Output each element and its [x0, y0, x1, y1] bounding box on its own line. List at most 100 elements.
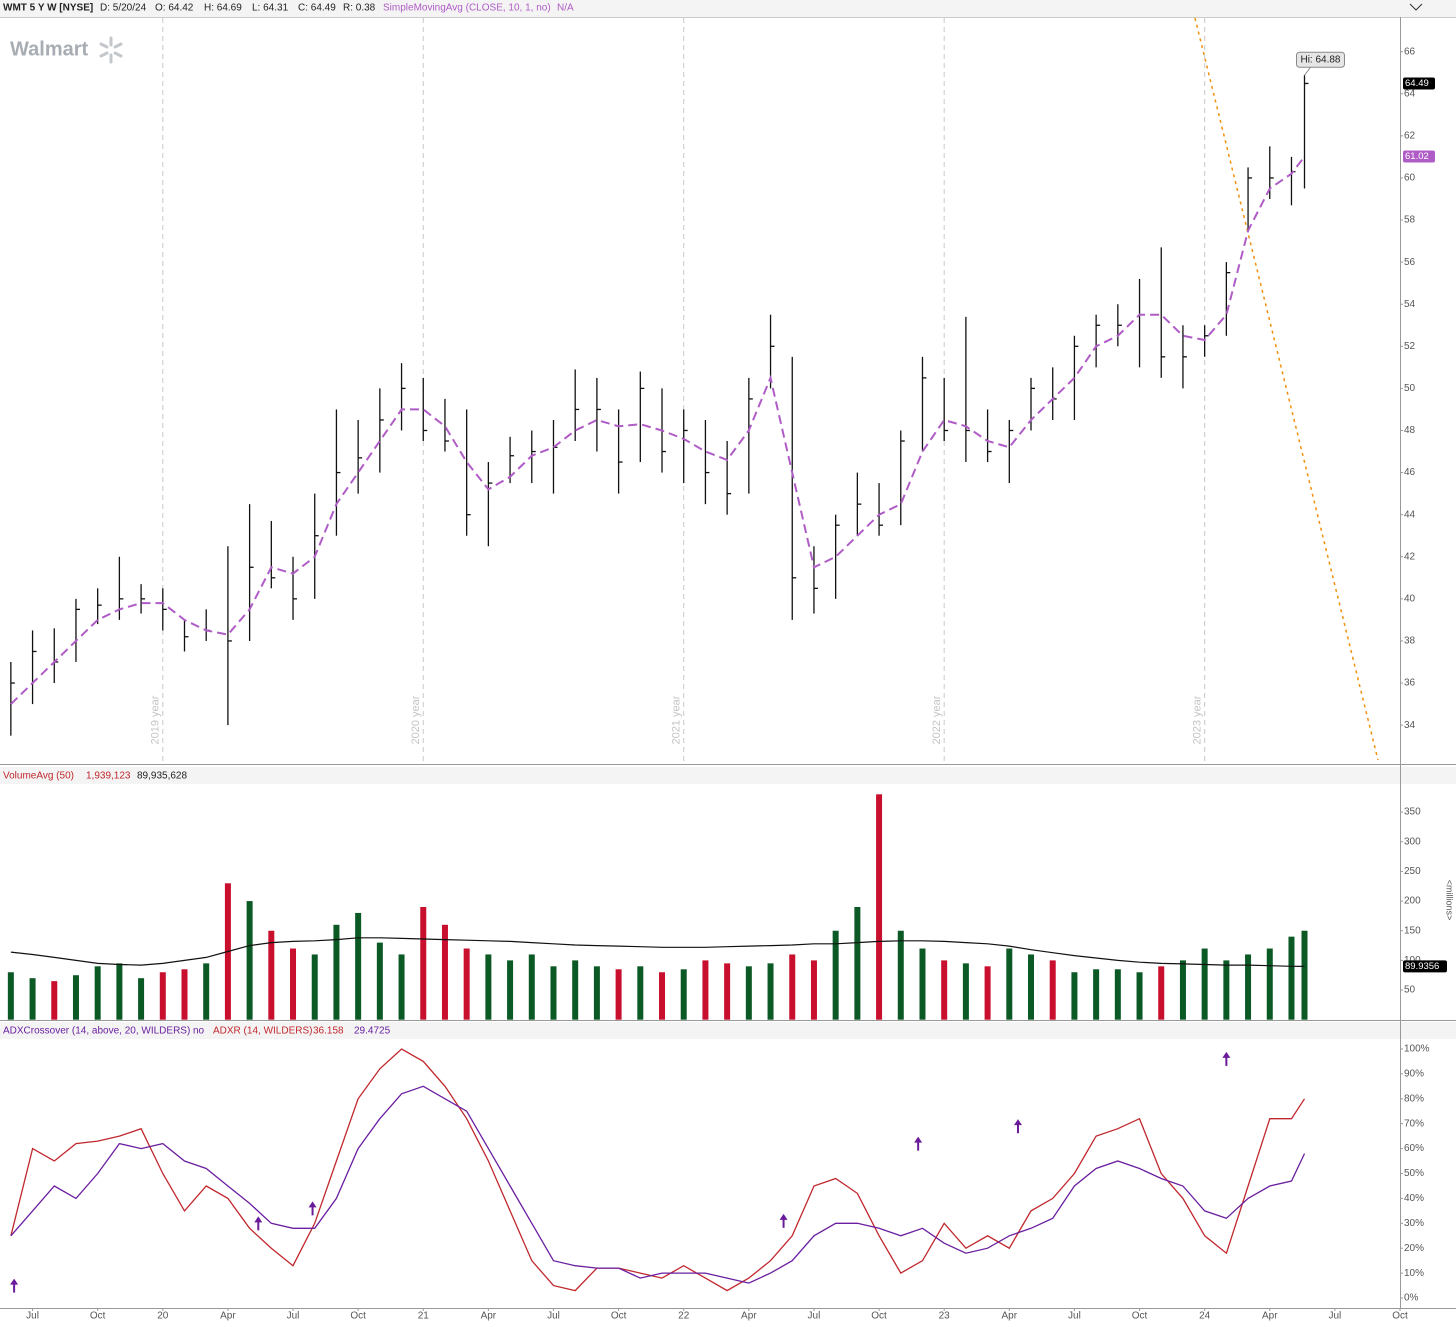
- y-tick-label: 0%: [1404, 1293, 1419, 1304]
- x-tick-label: Jul: [287, 1311, 300, 1322]
- y-tick-label: 50: [1404, 383, 1416, 394]
- y-tick-label: 200: [1404, 896, 1421, 907]
- x-tick-label: Oct: [611, 1311, 627, 1322]
- x-tick-label: Jul: [26, 1311, 39, 1322]
- y-tick-label: 56: [1404, 257, 1416, 268]
- volume-bar: [1114, 969, 1121, 1020]
- signal-head: [254, 1216, 263, 1223]
- x-tick-label: 21: [418, 1311, 430, 1322]
- volume-bar: [355, 912, 362, 1020]
- y-tick-label: 34: [1404, 720, 1416, 731]
- volume-bar: [398, 954, 405, 1020]
- volume-bar: [268, 930, 275, 1020]
- x-tick-label: Jul: [1068, 1311, 1081, 1322]
- volume-bar: [659, 972, 666, 1020]
- hi-label: Hi: 64.88: [1300, 54, 1340, 65]
- signal-arrow: [1222, 1051, 1231, 1066]
- volume-bar: [854, 907, 861, 1020]
- volume-bar: [615, 969, 622, 1020]
- study-value: no: [193, 1026, 205, 1037]
- y-tick-label: 20%: [1404, 1243, 1424, 1254]
- price-box: [1403, 77, 1435, 90]
- volume-bar: [724, 963, 731, 1020]
- value-box-label: 89.9356: [1405, 961, 1439, 972]
- y-tick-label: 80%: [1404, 1093, 1424, 1104]
- volume-bar: [441, 924, 448, 1020]
- volume-bar: [1223, 960, 1230, 1020]
- header-bar: [0, 1022, 1456, 1039]
- volume-bar: [897, 930, 904, 1020]
- y-tick-label: 350: [1404, 807, 1421, 818]
- x-tick-label: 20: [157, 1311, 169, 1322]
- volume-bar: [246, 901, 253, 1020]
- range: R: 0.38: [343, 3, 376, 14]
- year-label: 2020 year: [410, 695, 422, 744]
- volume-bar: [181, 969, 188, 1020]
- y-tick-label: 150: [1404, 925, 1421, 936]
- volume-bar: [1006, 948, 1013, 1020]
- value-box: [1403, 150, 1435, 163]
- y-tick-label: 70%: [1404, 1118, 1424, 1129]
- x-tick-label: Apr: [1002, 1311, 1018, 1322]
- signal-arrow: [914, 1136, 923, 1151]
- y-tick-label: 48: [1404, 425, 1416, 436]
- volume-bar: [1158, 966, 1165, 1020]
- volume-bar: [572, 960, 579, 1020]
- signal-arrow: [254, 1216, 263, 1231]
- volume-bar: [463, 948, 470, 1020]
- volume-bar: [376, 942, 383, 1020]
- volume-bar: [1201, 948, 1208, 1020]
- volume-bar: [680, 969, 687, 1020]
- volume-bar: [485, 954, 492, 1020]
- y-tick-label: 62: [1404, 130, 1416, 141]
- volume-bar: [203, 963, 210, 1020]
- y-tick-label: 100%: [1404, 1044, 1430, 1055]
- date: D: 5/20/24: [100, 3, 147, 14]
- y-tick-label: 90%: [1404, 1069, 1424, 1080]
- y-tick-label: 40: [1404, 593, 1416, 604]
- x-tick-label: Jul: [1328, 1311, 1341, 1322]
- x-tick-label: 23: [939, 1311, 951, 1322]
- y-tick-label: 300: [1404, 836, 1421, 847]
- volume-bar: [311, 954, 318, 1020]
- y-tick-label: 46: [1404, 467, 1416, 478]
- header-bar: [0, 767, 1456, 784]
- study-name: ADXR (14, WILDERS): [213, 1026, 312, 1037]
- volume-bar: [919, 948, 926, 1020]
- y-axis-label: <millions>: [1445, 880, 1455, 921]
- volume-bar: [1245, 954, 1252, 1020]
- volume-bar: [1071, 972, 1078, 1020]
- trendline: [1194, 17, 1379, 761]
- y-tick-label: 54: [1404, 299, 1416, 310]
- study-name: SimpleMovingAvg (CLOSE, 10, 1, no): [383, 3, 551, 14]
- x-tick-label: Jul: [808, 1311, 821, 1322]
- volume-bar: [138, 978, 145, 1020]
- logo: Walmart: [10, 38, 89, 60]
- volume-bar: [941, 960, 948, 1020]
- value-box: [1403, 960, 1447, 973]
- indicator-line: [10, 1048, 1306, 1292]
- y-tick-label: 64: [1404, 88, 1416, 99]
- study-value: 29.4725: [354, 1026, 391, 1037]
- volume-bar: [159, 972, 166, 1020]
- volume-bar: [962, 963, 969, 1020]
- volume-bar: [832, 930, 839, 1020]
- volume-bar: [1136, 972, 1143, 1020]
- indicator-line: [10, 1085, 1306, 1284]
- hi-pointer: [1304, 66, 1311, 76]
- volume-bar: [1266, 948, 1273, 1020]
- value-box-label: 61.02: [1405, 151, 1429, 162]
- x-tick-label: Apr: [220, 1311, 236, 1322]
- volume-bar: [1028, 954, 1035, 1020]
- y-tick-label: 52: [1404, 341, 1416, 352]
- x-tick-label: Oct: [871, 1311, 887, 1322]
- volume-bar: [1093, 969, 1100, 1020]
- y-tick-label: 42: [1404, 551, 1416, 562]
- signal-arrow: [10, 1278, 19, 1293]
- volume-bar: [767, 963, 774, 1020]
- year-label: 2023 year: [1192, 695, 1204, 744]
- year-label: 2022 year: [931, 695, 943, 744]
- y-tick-label: 10%: [1404, 1268, 1424, 1279]
- volume-bar: [702, 960, 709, 1020]
